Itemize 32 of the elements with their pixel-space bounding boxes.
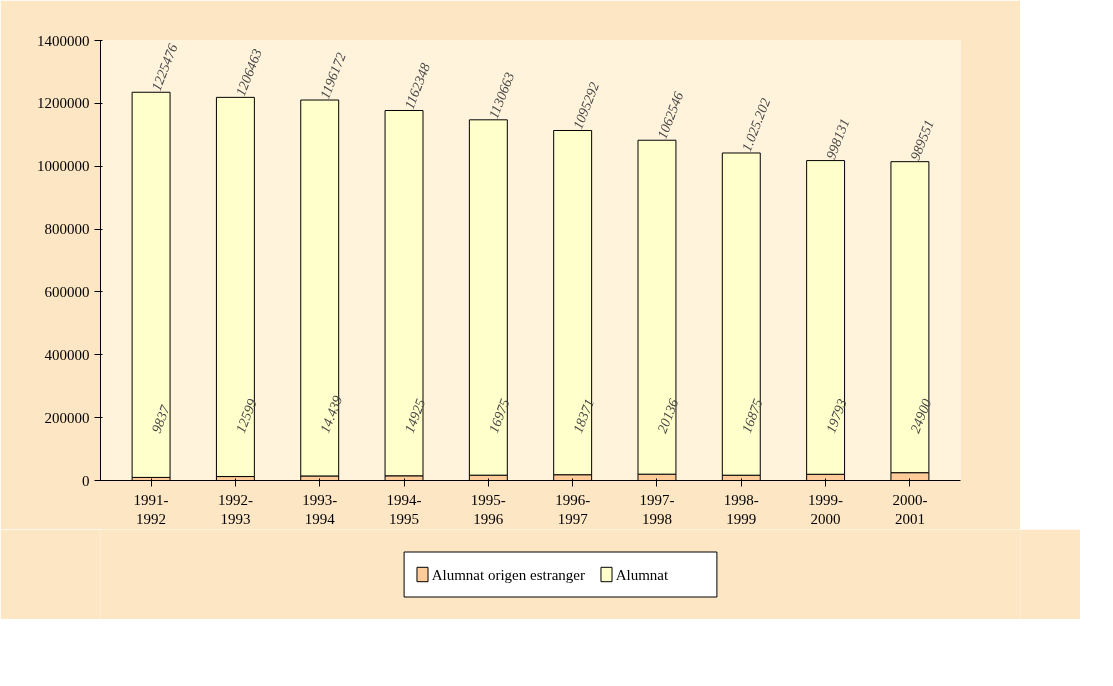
data-label: 14925 — [401, 396, 429, 435]
y-tick-label: 1200000 — [37, 95, 90, 112]
y-tick-label: 1400000 — [37, 32, 90, 49]
x-tick-label: 1998-1999 — [723, 491, 759, 527]
data-label: 9837 — [148, 402, 174, 435]
x-tick-label: 1996-1997 — [555, 491, 591, 527]
data-label: 19793 — [823, 396, 850, 435]
data-label: 12599 — [233, 396, 260, 435]
data-label: 16975 — [486, 396, 513, 435]
data-label: 989551 — [907, 117, 937, 163]
y-tick-label: 400000 — [44, 346, 90, 363]
y-tick-label: 200000 — [44, 409, 90, 426]
x-tick-label: 1992-1993 — [217, 491, 253, 527]
x-tick-label: 1991-1992 — [133, 491, 169, 527]
x-tick-label: 1999-2000 — [808, 491, 844, 527]
data-label: 18371 — [570, 396, 598, 435]
x-tick-label: 1993-1994 — [302, 491, 338, 527]
x-tick-label: 2000-2001 — [892, 491, 928, 527]
y-tick-label: 600000 — [44, 283, 90, 300]
legend-label: Alumnat — [615, 566, 670, 583]
data-label: 14.439 — [317, 393, 346, 435]
legend-label: Alumnat origen estranger — [431, 566, 585, 583]
data-label: 24900 — [907, 396, 935, 435]
x-tick-label: 1994-1995 — [386, 491, 422, 527]
x-tick-label: 1997-1998 — [639, 491, 675, 527]
data-label: 20136 — [654, 396, 682, 435]
x-tick-label: 1995-1996 — [470, 491, 506, 527]
y-tick-label: 1000000 — [37, 158, 90, 175]
y-tick-label: 0 — [82, 472, 90, 489]
data-label: 998131 — [823, 116, 853, 162]
y-tick-label: 800000 — [44, 221, 90, 238]
data-label: 16875 — [738, 396, 766, 435]
